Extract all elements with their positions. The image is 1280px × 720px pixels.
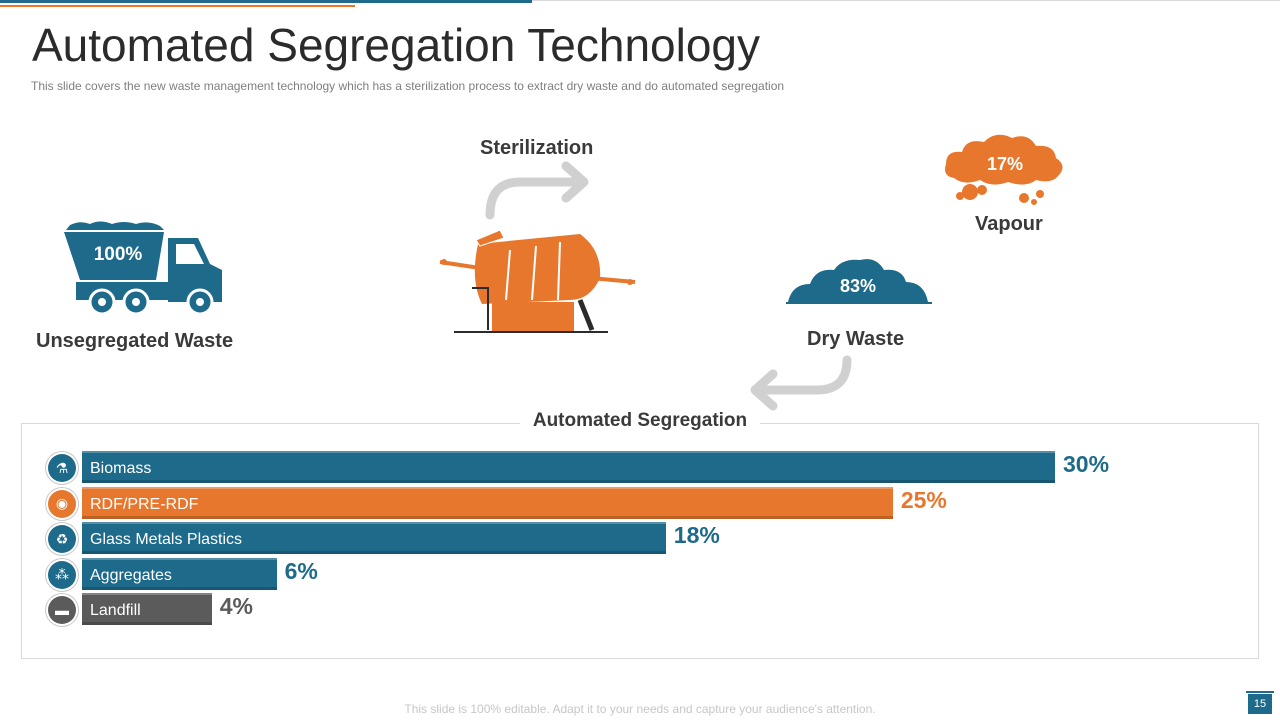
dry-waste-pile-icon (786, 259, 932, 304)
top-accent-orange (0, 5, 355, 7)
page-title: Automated Segregation Technology (32, 19, 761, 71)
curved-arrow-left-icon (750, 355, 852, 411)
dump-truck-icon (64, 221, 222, 316)
bar-value-label: 4% (219, 593, 253, 619)
rss-icon: ◉ (48, 489, 76, 518)
bar: Landfill (82, 593, 212, 625)
bar: Biomass (82, 451, 1055, 483)
vapour-cloud-icon (945, 134, 1063, 205)
top-accent-blue (0, 0, 532, 3)
page-number: 15 (1246, 691, 1274, 714)
bar: Glass Metals Plastics (82, 522, 666, 554)
sterilization-label: Sterilization (480, 137, 594, 159)
curved-arrow-right-icon (485, 161, 589, 220)
flask-icon: ⚗ (48, 454, 76, 482)
bar-value-label: 30% (1063, 451, 1110, 477)
sterilizer-machine-icon (439, 229, 636, 333)
segregation-title: Automated Segregation (520, 410, 760, 432)
bar-value-label: 6% (284, 557, 318, 584)
bar: RDF/PRE-RDF (82, 486, 893, 519)
bar-label: Biomass (90, 460, 152, 477)
footer-note: This slide is 100% editable. Adapt it to… (404, 702, 876, 716)
bar-value-label: 25% (900, 486, 947, 513)
top-accent-line (532, 0, 1280, 1)
bar-label: Glass Metals Plastics (90, 531, 243, 548)
unsegregated-waste-label: Unsegregated Waste (36, 330, 234, 352)
truck-icon: ▬ (48, 596, 76, 624)
bar-label: RDF/PRE-RDF (90, 495, 199, 513)
vapour-label: Vapour (975, 213, 1043, 235)
truck-percent: 100% (93, 244, 143, 265)
molecule-icon: ⁂ (48, 560, 76, 589)
bar-label: Landfill (90, 602, 141, 619)
dry-waste-percent: 83% (839, 276, 877, 296)
page-subtitle: This slide covers the new waste manageme… (31, 79, 785, 93)
dry-waste-label: Dry Waste (807, 328, 905, 350)
bar-label: Aggregates (90, 566, 172, 584)
bar: Aggregates (82, 557, 277, 590)
bar-value-label: 18% (673, 522, 720, 548)
vapour-percent: 17% (986, 154, 1024, 174)
recycle-icon: ♻ (48, 525, 76, 553)
